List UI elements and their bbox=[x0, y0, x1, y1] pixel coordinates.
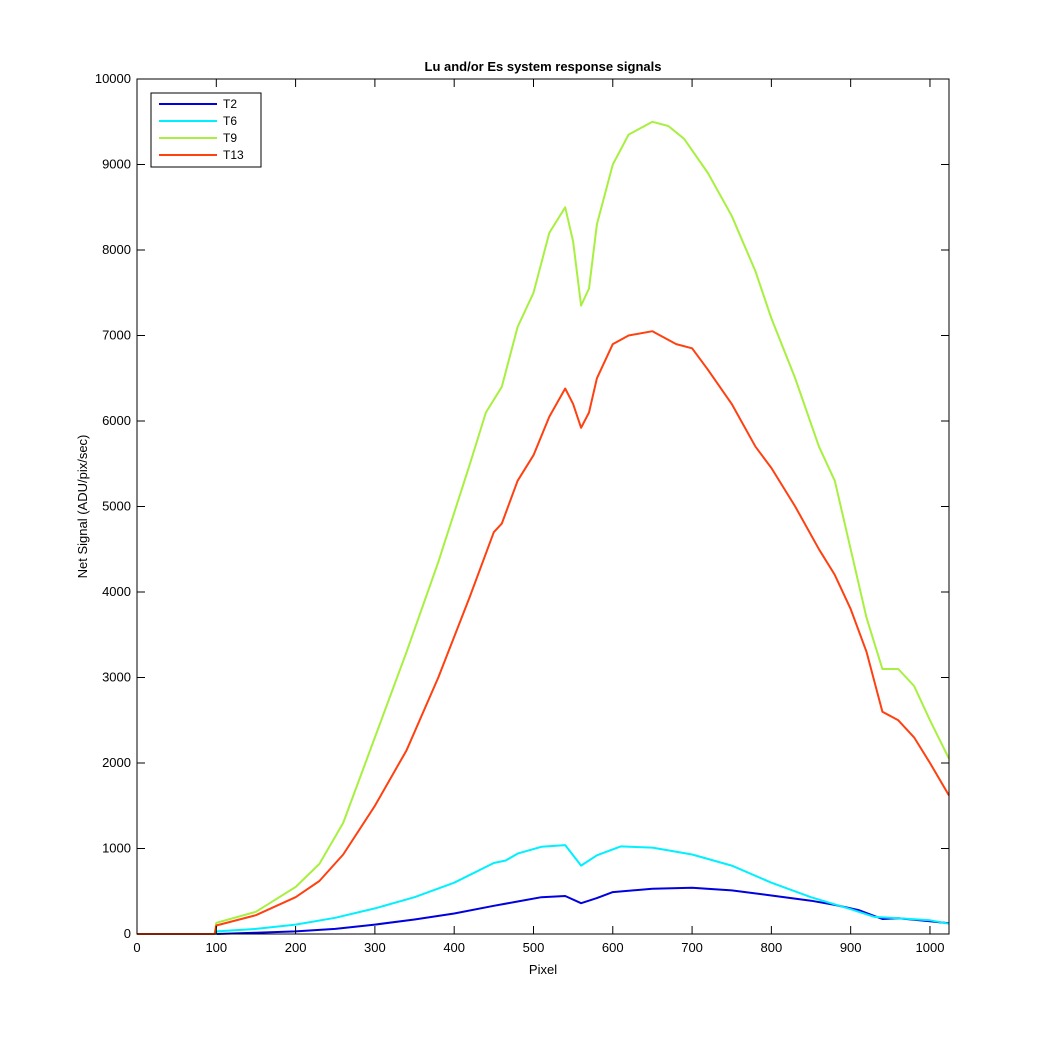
x-tick-label: 1000 bbox=[916, 940, 945, 955]
y-tick-label: 1000 bbox=[102, 841, 131, 856]
series-line-t6 bbox=[137, 844, 950, 935]
plot-frame bbox=[136, 78, 950, 935]
ticks-layer: 0 100 200 300 400 500 600 700 800 900 100001000200… bbox=[95, 71, 949, 955]
x-tick-label: 100 bbox=[205, 940, 227, 955]
chart-title: Lu and/or Es system response signals bbox=[425, 59, 662, 74]
y-tick-label: 8000 bbox=[102, 242, 131, 257]
x-tick-label: 500 bbox=[523, 940, 545, 955]
x-tick-label: 0 bbox=[133, 940, 140, 955]
series-layer bbox=[137, 120, 950, 935]
x-tick-label: 600 bbox=[602, 940, 624, 955]
x-axis-title: Pixel bbox=[529, 962, 557, 977]
y-axis-title: Net Signal (ADU/pix/sec) bbox=[75, 435, 90, 579]
series-line-t2 bbox=[137, 886, 950, 935]
legend-label: T13 bbox=[223, 148, 244, 162]
legend-label: T9 bbox=[223, 131, 237, 145]
y-tick-label: 9000 bbox=[102, 157, 131, 172]
legend-label: T2 bbox=[223, 97, 237, 111]
y-tick-label: 7000 bbox=[102, 328, 131, 343]
x-tick-label: 200 bbox=[285, 940, 307, 955]
legend-label: T6 bbox=[223, 114, 237, 128]
y-tick-label: 3000 bbox=[102, 670, 131, 685]
series-line-t13 bbox=[137, 330, 950, 935]
x-tick-label: 900 bbox=[840, 940, 862, 955]
x-tick-label: 800 bbox=[761, 940, 783, 955]
plot-area bbox=[137, 79, 949, 934]
y-tick-label: 0 bbox=[124, 926, 131, 941]
x-tick-label: 700 bbox=[681, 940, 703, 955]
y-tick-label: 2000 bbox=[102, 755, 131, 770]
series-line-t9 bbox=[137, 120, 950, 935]
y-tick-label: 5000 bbox=[102, 499, 131, 514]
y-tick-label: 6000 bbox=[102, 413, 131, 428]
y-tick-label: 4000 bbox=[102, 584, 131, 599]
x-tick-label: 400 bbox=[443, 940, 465, 955]
x-tick-label: 300 bbox=[364, 940, 386, 955]
legend: T2 T6 T9 T13 bbox=[150, 92, 262, 168]
y-tick-label: 10000 bbox=[95, 71, 131, 86]
